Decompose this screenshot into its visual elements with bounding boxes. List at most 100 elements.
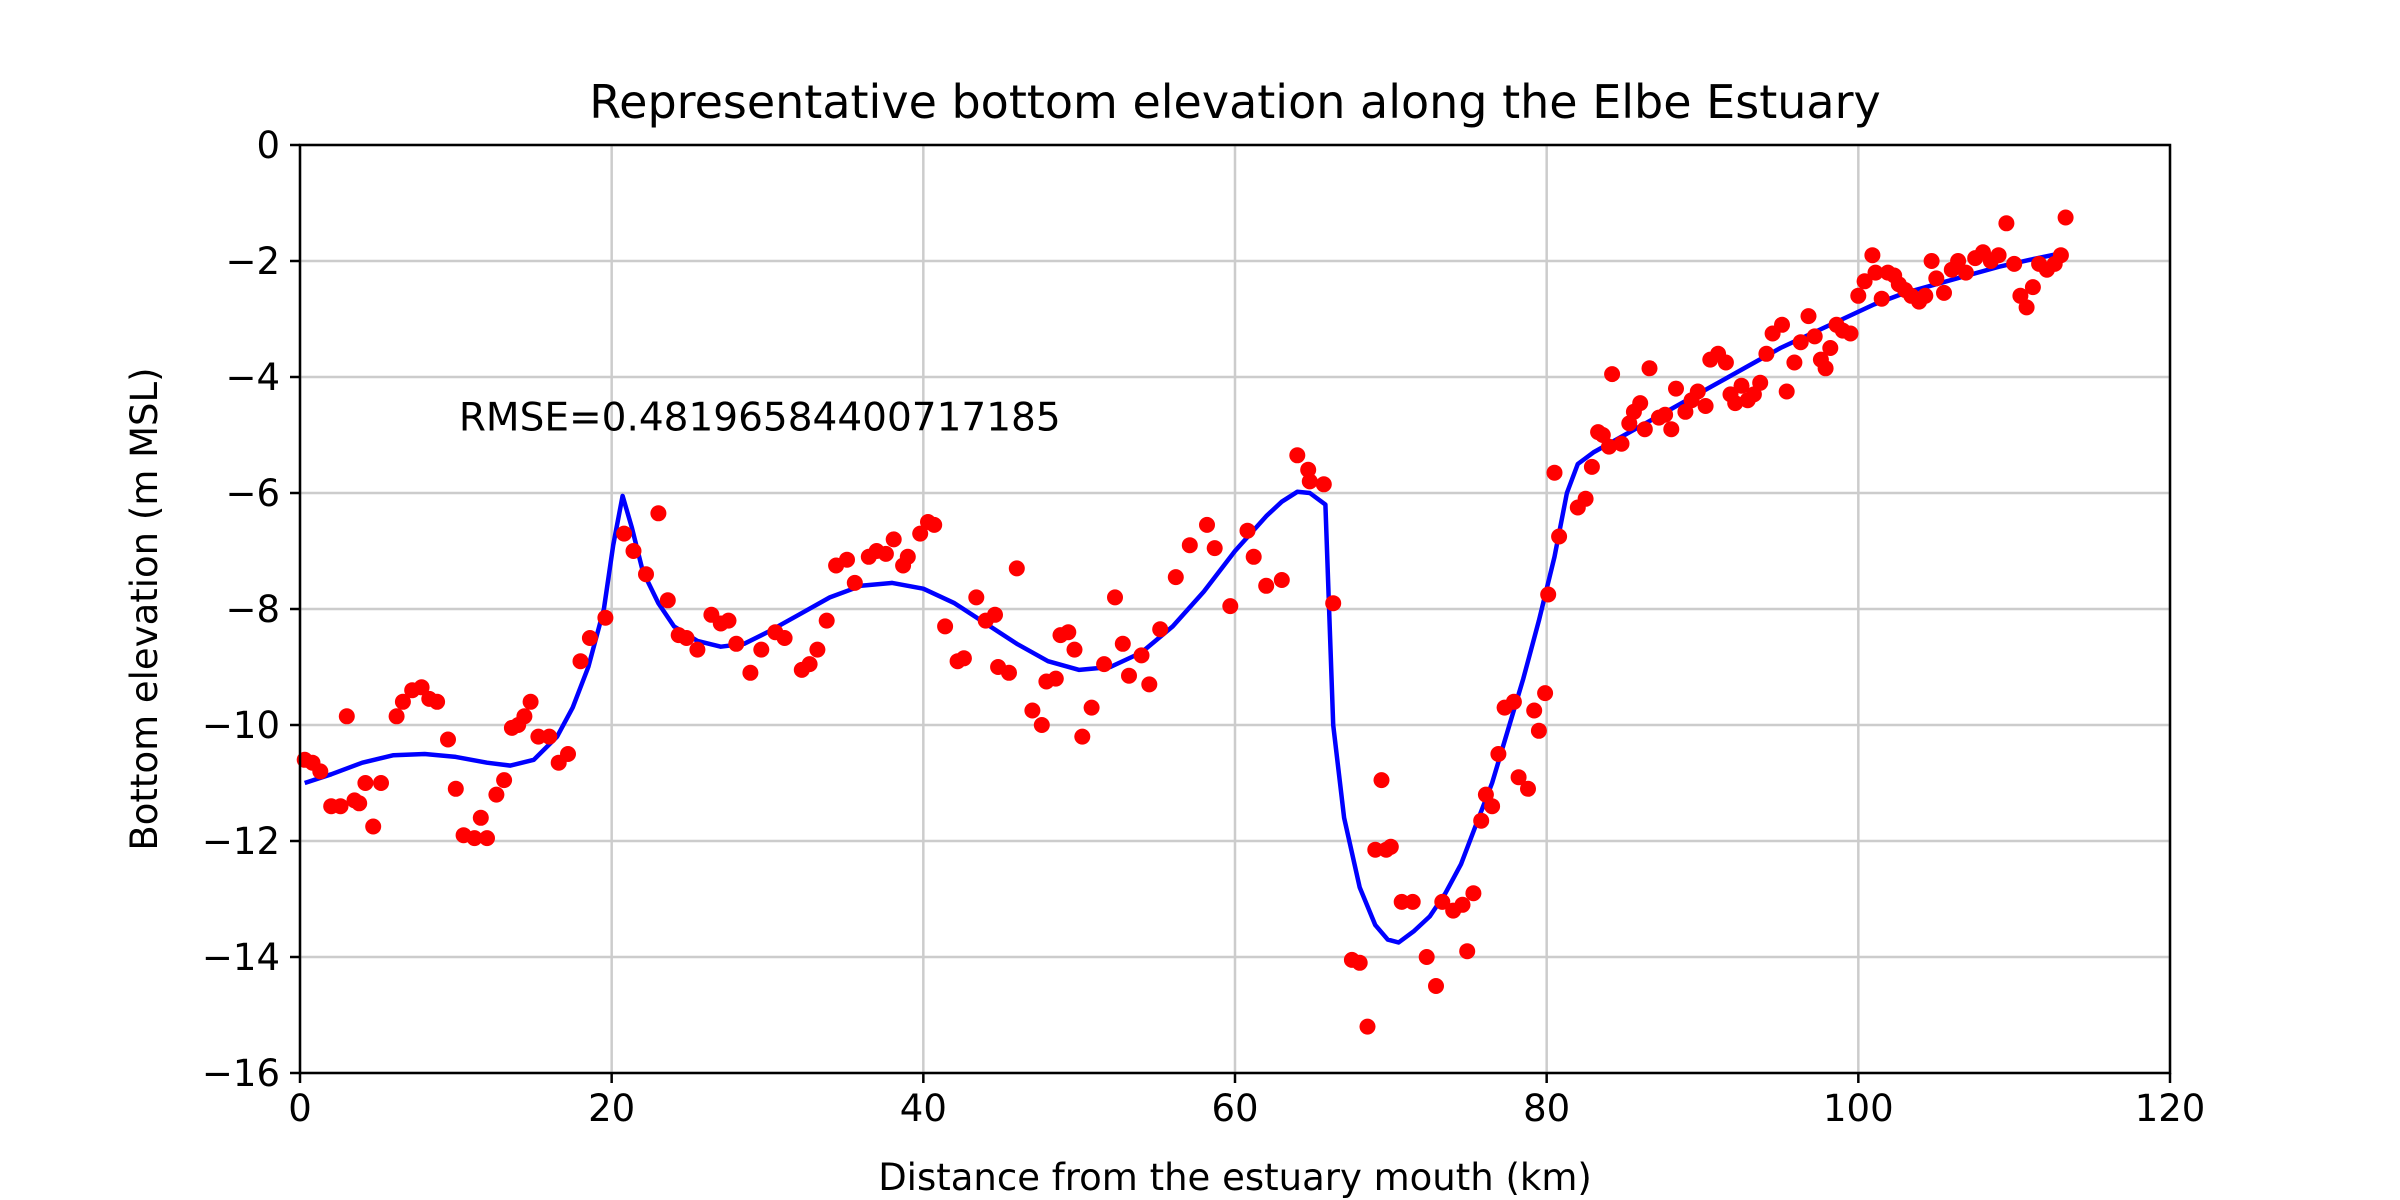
data-point [1008, 560, 1025, 577]
data-point [1239, 522, 1256, 539]
data-point [926, 516, 943, 533]
data-point [877, 545, 894, 562]
data-point [1950, 253, 1967, 269]
x-tick-label: 0 [288, 1087, 312, 1130]
data-point [1141, 676, 1158, 693]
data-point [720, 612, 737, 629]
data-point [1373, 772, 1390, 789]
data-point [625, 543, 642, 559]
data-point [1024, 702, 1041, 719]
data-point [1289, 447, 1306, 464]
data-point [616, 525, 633, 542]
data-point [2052, 247, 2069, 264]
data-point [1404, 893, 1421, 910]
data-point [1867, 264, 1884, 281]
data-point [1351, 954, 1368, 971]
data-point [413, 679, 430, 696]
data-point [429, 693, 446, 710]
data-point [1473, 812, 1490, 829]
data-point [1727, 395, 1744, 412]
data-point [1484, 798, 1501, 815]
y-tick-label: −4 [225, 356, 280, 399]
data-point [1152, 621, 1169, 638]
data-point [1864, 247, 1881, 264]
data-point [1668, 380, 1684, 397]
data-point [1817, 360, 1834, 377]
data-point [1657, 406, 1674, 423]
data-point [1873, 290, 1890, 307]
data-point [388, 708, 405, 725]
data-point [1273, 572, 1290, 588]
data-point [2024, 279, 2041, 296]
data-point [678, 630, 695, 646]
x-tick-label: 20 [588, 1087, 635, 1130]
data-point [689, 641, 706, 658]
data-point [818, 612, 835, 629]
data-point [1066, 641, 1083, 658]
data-point [1206, 540, 1223, 557]
data-point [1520, 780, 1536, 797]
data-point [1778, 383, 1795, 400]
data-point [1526, 702, 1543, 719]
data-point [728, 635, 745, 652]
data-point [1786, 354, 1803, 371]
x-tick-label: 100 [1823, 1087, 1894, 1130]
data-point [479, 830, 495, 847]
y-tick-label: −16 [202, 1052, 280, 1095]
data-point [1577, 490, 1594, 507]
data-point [753, 641, 770, 658]
data-point [1936, 284, 1952, 301]
data-point [1752, 374, 1769, 391]
data-point [1856, 273, 1873, 290]
x-tick-label: 40 [900, 1087, 947, 1130]
x-tick-label: 80 [1523, 1087, 1570, 1130]
data-point [1454, 896, 1471, 913]
data-point [522, 693, 539, 710]
data-point [1428, 978, 1444, 994]
y-tick-label: −10 [202, 704, 280, 747]
data-point [1540, 586, 1557, 603]
data-point [560, 746, 576, 762]
data-point [541, 728, 558, 745]
data-point [2018, 299, 2035, 316]
data-point [1604, 366, 1621, 383]
data-point [1774, 316, 1790, 333]
data-point [447, 780, 464, 797]
y-tick-label: −6 [225, 472, 280, 515]
y-axis-label: Bottom elevation (m MSL) [123, 367, 166, 850]
data-point [1359, 1018, 1376, 1035]
data-point [1632, 395, 1649, 412]
data-point [1923, 253, 1940, 269]
data-point [1114, 635, 1131, 652]
data-point [1842, 325, 1859, 342]
data-point [1663, 421, 1680, 438]
data-point [2057, 209, 2074, 226]
data-point [1121, 667, 1137, 684]
data-point [1613, 435, 1630, 452]
data-point [1301, 473, 1318, 490]
chart-title: Representative bottom elevation along th… [589, 75, 1880, 129]
data-point [968, 589, 985, 606]
data-point [338, 708, 355, 725]
data-point [1222, 598, 1239, 615]
data-point [1107, 589, 1123, 606]
data-point [955, 650, 972, 667]
data-point [1060, 624, 1077, 641]
y-tick-label: −2 [225, 240, 280, 283]
data-point [1957, 264, 1974, 281]
data-point [365, 818, 382, 835]
data-point [899, 548, 916, 565]
data-point [1510, 769, 1527, 786]
data-point [987, 606, 1003, 623]
data-point [312, 763, 329, 780]
data-point [466, 830, 483, 847]
data-point [1758, 345, 1775, 362]
data-point [1546, 464, 1563, 481]
observed-points-series [296, 209, 2074, 1035]
data-point [1537, 685, 1554, 702]
data-point [1490, 746, 1507, 762]
y-tick-label: −14 [202, 936, 280, 979]
data-point [394, 693, 411, 710]
